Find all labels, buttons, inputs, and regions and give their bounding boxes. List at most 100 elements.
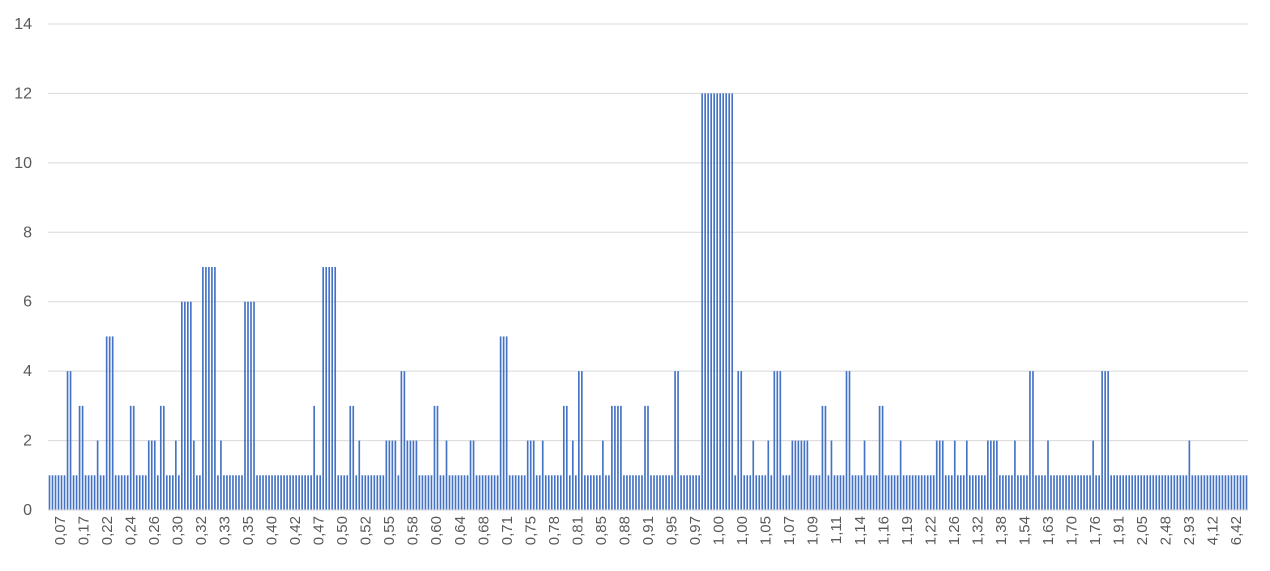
bar bbox=[836, 475, 839, 510]
bar bbox=[761, 475, 764, 510]
bar bbox=[367, 475, 370, 510]
bar bbox=[568, 475, 571, 510]
x-tick-label: 1,22 bbox=[922, 516, 939, 545]
x-tick-label: 1,09 bbox=[805, 516, 822, 545]
bar bbox=[902, 475, 905, 510]
bar bbox=[406, 440, 409, 510]
bar bbox=[499, 336, 502, 510]
bar bbox=[950, 475, 953, 510]
bar bbox=[875, 475, 878, 510]
bar bbox=[205, 267, 207, 510]
bar bbox=[713, 93, 715, 511]
bar bbox=[605, 475, 607, 510]
x-tick-label: 0,07 bbox=[52, 516, 69, 545]
bar bbox=[593, 475, 595, 510]
bar bbox=[304, 475, 306, 510]
bar bbox=[60, 475, 63, 510]
bar bbox=[1194, 475, 1197, 510]
bar bbox=[111, 336, 114, 510]
x-tick-label: 0,24 bbox=[122, 516, 139, 545]
bar bbox=[731, 93, 734, 511]
bar bbox=[159, 405, 162, 510]
bar bbox=[932, 475, 935, 510]
x-tick-label: 0,50 bbox=[334, 516, 351, 545]
bar bbox=[445, 440, 448, 510]
x-tick-label: 1,91 bbox=[1111, 516, 1128, 545]
x-tick-label: 0,81 bbox=[569, 516, 586, 545]
bar bbox=[674, 371, 676, 510]
bar bbox=[526, 440, 529, 510]
bar bbox=[1068, 475, 1070, 510]
bar bbox=[746, 475, 749, 510]
bar bbox=[508, 475, 511, 510]
bar bbox=[815, 475, 818, 510]
bar bbox=[1128, 475, 1131, 510]
bar bbox=[587, 475, 589, 510]
x-tick-label: 1,32 bbox=[969, 516, 986, 545]
bar bbox=[1116, 475, 1118, 510]
bar bbox=[138, 475, 141, 510]
bar bbox=[229, 475, 231, 510]
bar bbox=[235, 475, 237, 510]
bar bbox=[123, 475, 126, 510]
bar bbox=[788, 475, 791, 510]
y-tick-label: 8 bbox=[23, 224, 32, 241]
bar bbox=[430, 475, 433, 510]
bar bbox=[54, 475, 57, 510]
bar bbox=[999, 475, 1001, 510]
bar bbox=[590, 475, 592, 510]
bar bbox=[1014, 440, 1016, 510]
bar bbox=[923, 475, 926, 510]
y-tick-label: 14 bbox=[14, 16, 32, 33]
bar bbox=[716, 93, 718, 511]
bar bbox=[141, 475, 144, 510]
bar bbox=[1017, 475, 1019, 510]
bar bbox=[1170, 475, 1173, 510]
bar bbox=[809, 475, 812, 510]
bar bbox=[965, 440, 968, 510]
bar bbox=[457, 475, 460, 510]
bar bbox=[156, 475, 159, 510]
x-tick-label: 0,60 bbox=[428, 516, 445, 545]
bar bbox=[337, 475, 340, 510]
bar bbox=[178, 475, 180, 510]
bar bbox=[102, 475, 105, 510]
bar bbox=[869, 475, 872, 510]
bar bbox=[1188, 440, 1191, 510]
bar bbox=[51, 475, 54, 510]
x-tick-label: 1,26 bbox=[946, 516, 963, 545]
bar bbox=[662, 475, 664, 510]
bar bbox=[824, 405, 827, 510]
bar bbox=[632, 475, 634, 510]
bar bbox=[57, 475, 60, 510]
bar bbox=[764, 475, 767, 510]
x-tick-label: 0,64 bbox=[452, 516, 469, 545]
bar bbox=[755, 475, 758, 510]
bar bbox=[153, 440, 156, 510]
bar bbox=[427, 475, 430, 510]
x-tick-label: 0,97 bbox=[687, 516, 704, 545]
bar bbox=[1050, 475, 1052, 510]
x-tick-label: 0,91 bbox=[640, 516, 657, 545]
bar bbox=[860, 475, 863, 510]
bar bbox=[343, 475, 346, 510]
bar bbox=[1182, 475, 1185, 510]
bar bbox=[971, 475, 974, 510]
bar bbox=[938, 440, 941, 510]
bar bbox=[668, 475, 670, 510]
bar bbox=[1152, 475, 1155, 510]
bar bbox=[547, 475, 550, 510]
bar bbox=[1035, 475, 1037, 510]
bar bbox=[1236, 475, 1239, 510]
bar bbox=[1026, 475, 1028, 510]
bar bbox=[436, 405, 439, 510]
bar bbox=[1044, 475, 1046, 510]
bar bbox=[953, 440, 956, 510]
bar bbox=[409, 440, 412, 510]
y-tick-label: 6 bbox=[23, 294, 32, 311]
bar bbox=[238, 475, 240, 510]
bar bbox=[974, 475, 977, 510]
x-tick-label: 0,88 bbox=[616, 516, 633, 545]
bar bbox=[184, 301, 186, 510]
